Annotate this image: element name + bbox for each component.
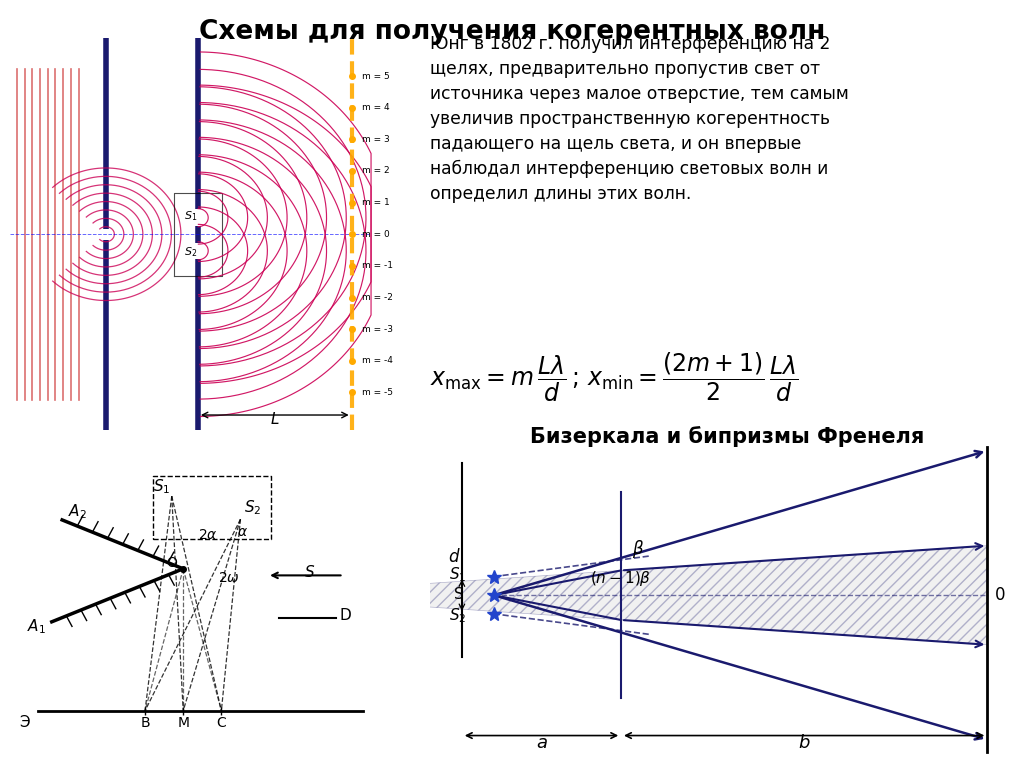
Text: C: C (216, 717, 226, 730)
Text: $A_2$: $A_2$ (68, 502, 87, 521)
Text: a: a (536, 734, 547, 752)
Polygon shape (255, 545, 987, 645)
Text: m = 2: m = 2 (361, 167, 389, 175)
Text: $2\omega$: $2\omega$ (217, 571, 240, 585)
Text: $x_{\max} = m\,\dfrac{L\lambda}{d}$$\,;\,x_{\min} = \dfrac{(2m+1)}{2}\,\dfrac{L\: $x_{\max} = m\,\dfrac{L\lambda}{d}$$\,;\… (430, 350, 799, 404)
Text: $S_1$: $S_1$ (449, 565, 466, 584)
Text: D: D (340, 608, 351, 623)
Text: Бизеркала и бипризмы Френеля: Бизеркала и бипризмы Френеля (529, 426, 925, 447)
Text: $S_1$: $S_1$ (184, 209, 198, 223)
Text: $(n-1)\beta$: $(n-1)\beta$ (591, 569, 651, 588)
Text: $S_2$: $S_2$ (184, 246, 198, 260)
Text: $A_1$: $A_1$ (27, 617, 46, 637)
Text: S: S (454, 587, 464, 602)
Text: 0: 0 (995, 586, 1006, 604)
Text: m = 0: m = 0 (361, 230, 389, 239)
Text: $\beta$: $\beta$ (632, 538, 644, 560)
Text: m = 1: m = 1 (361, 198, 389, 207)
Text: S: S (305, 565, 315, 580)
Text: b: b (799, 734, 810, 752)
Text: Юнг в 1802 г. получил интерференцию на 2
щелях, предварительно пропустив свет от: Юнг в 1802 г. получил интерференцию на 2… (430, 35, 849, 203)
Text: Э: Э (19, 715, 30, 730)
Text: $2\alpha$: $2\alpha$ (199, 528, 218, 542)
Text: m = -4: m = -4 (361, 356, 392, 366)
Text: m = -1: m = -1 (361, 261, 393, 270)
Text: M: M (177, 717, 189, 730)
Text: m = -2: m = -2 (361, 293, 392, 302)
Text: L: L (270, 412, 279, 427)
Text: m = 4: m = 4 (361, 103, 389, 112)
Text: m = -5: m = -5 (361, 388, 393, 397)
Text: $S_2$: $S_2$ (245, 498, 261, 518)
Text: d: d (449, 548, 459, 566)
Text: m = 3: m = 3 (361, 135, 389, 144)
Text: B: B (140, 717, 150, 730)
Text: $\alpha$: $\alpha$ (237, 525, 248, 539)
Text: $S_1$: $S_1$ (153, 477, 170, 496)
Text: O: O (166, 556, 177, 570)
Text: m = -3: m = -3 (361, 325, 393, 333)
Text: m = 5: m = 5 (361, 71, 389, 81)
Text: Схемы для получения когерентных волн: Схемы для получения когерентных волн (199, 19, 825, 45)
Text: $S_2$: $S_2$ (449, 607, 466, 625)
